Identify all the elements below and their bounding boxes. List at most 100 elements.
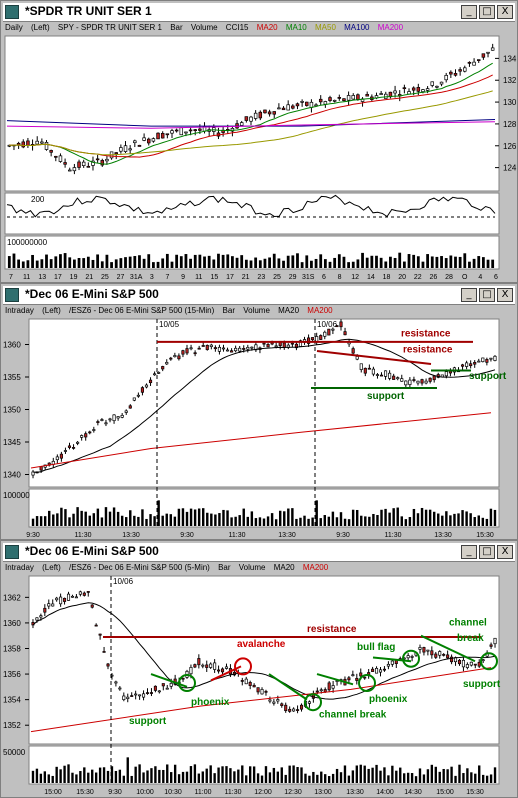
date-tick-label: 8: [338, 274, 342, 281]
legend-scale: (Left): [31, 23, 50, 32]
close-button[interactable]: X: [497, 288, 513, 302]
price-candle: [142, 137, 146, 141]
5min-chart-window: *Dec 06 E-Mini S&P 500 _ □ X Intraday (L…: [0, 540, 518, 798]
volume-bar: [458, 764, 461, 783]
trendline: [268, 673, 308, 701]
volume-bar: [234, 516, 237, 526]
title-bar[interactable]: *Dec 06 E-Mini S&P 500 _ □ X: [3, 543, 515, 562]
minimize-button[interactable]: _: [461, 545, 477, 559]
price-tick-label: 1345: [3, 438, 21, 447]
volume-bar: [31, 254, 34, 268]
volume-bar: [118, 769, 122, 783]
price-candle: [151, 138, 156, 142]
volume-bar: [241, 765, 244, 783]
price-candle: [402, 87, 407, 90]
price-candle: [100, 160, 105, 166]
volume-bar: [449, 255, 453, 268]
volume-bar: [229, 768, 232, 783]
volume-bar: [323, 515, 326, 526]
volume-bar: [454, 256, 457, 268]
date-mark-label: 10/05: [159, 320, 180, 329]
legend-volume: Volume: [238, 563, 266, 572]
volume-bar: [351, 509, 355, 526]
maximize-button[interactable]: □: [479, 288, 495, 302]
volume-bar: [449, 515, 452, 526]
volume-bar: [324, 774, 327, 783]
price-candle: [224, 666, 229, 669]
price-candle: [114, 152, 118, 155]
close-button[interactable]: X: [497, 545, 513, 559]
volume-bar: [231, 256, 234, 268]
maximize-button[interactable]: □: [479, 5, 495, 19]
price-candle: [67, 445, 72, 448]
time-tick-label: 13:30: [278, 532, 296, 539]
price-candle: [309, 101, 314, 108]
15min-price-chart[interactable]: 1360 1355 1350 1345 1340 10/05 10/06 resistance…: [1, 317, 518, 541]
title-bar[interactable]: *SPDR TR UNIT SER 1 _ □ X: [3, 3, 515, 22]
trendline: [316, 673, 354, 686]
close-button[interactable]: X: [497, 5, 513, 19]
volume-bar: [31, 770, 35, 783]
price-candle: [149, 692, 153, 694]
volume-bar: [450, 766, 453, 783]
price-candle: [473, 362, 477, 365]
price-candle: [256, 687, 260, 693]
date-tick-label: 7: [165, 274, 169, 281]
volume-bar: [327, 516, 331, 526]
volume-bar: [474, 773, 477, 783]
price-candle: [457, 659, 462, 665]
window-title: *Dec 06 E-Mini S&P 500: [25, 287, 159, 301]
volume-bar: [393, 257, 397, 268]
volume-bar: [91, 769, 94, 783]
volume-bar: [134, 766, 137, 783]
volume-bar: [491, 259, 495, 268]
minimize-button[interactable]: _: [461, 288, 477, 302]
signal-circle: [304, 693, 322, 712]
volume-bar: [189, 508, 193, 526]
volume-bar: [284, 774, 287, 783]
volume-bar: [262, 518, 266, 526]
price-candle: [21, 141, 26, 148]
chart-window-icon[interactable]: [5, 5, 19, 19]
legend-volume: Volume: [243, 306, 270, 315]
volume-bar: [47, 774, 50, 783]
price-candle: [300, 101, 304, 103]
volume-bar: [249, 260, 253, 268]
price-candle: [319, 689, 323, 692]
volume-bar: [395, 770, 398, 783]
title-bar[interactable]: *Dec 06 E-Mini S&P 500 _ □ X: [3, 286, 515, 305]
price-candle: [244, 678, 248, 685]
ma200-line: [30, 667, 492, 733]
minimize-button[interactable]: _: [461, 5, 477, 19]
maximize-button[interactable]: □: [479, 545, 495, 559]
price-pane: [4, 35, 500, 192]
chart-window-icon[interactable]: [5, 545, 19, 559]
volume-bar: [138, 764, 141, 783]
price-candle: [262, 342, 266, 345]
price-candle: [74, 596, 78, 599]
price-candle: [66, 593, 71, 601]
volume-bar: [356, 259, 360, 268]
volume-bar: [260, 775, 264, 783]
resistance-line: [316, 350, 432, 365]
volume-bar: [481, 257, 485, 268]
price-candle: [458, 69, 462, 72]
price-candle: [174, 129, 179, 132]
date-tick-label: 17: [226, 274, 234, 281]
volume-bar: [399, 767, 402, 783]
price-candle: [288, 708, 292, 712]
price-candle: [49, 150, 53, 153]
time-tick-label: 15:00: [44, 789, 62, 796]
volume-bar: [197, 508, 201, 526]
volume-bar: [319, 518, 322, 526]
price-candle: [78, 591, 82, 595]
price-candle: [104, 422, 108, 425]
price-candle: [328, 97, 332, 101]
volume-bar: [175, 254, 179, 268]
chart-window-icon[interactable]: [5, 288, 19, 302]
volume-bar: [412, 254, 416, 268]
5min-price-chart[interactable]: 1362 1360 1358 1356 1354 1352 10/06 resistance a…: [1, 574, 518, 798]
price-candle: [258, 111, 263, 119]
date-tick-label: 21: [85, 274, 93, 281]
